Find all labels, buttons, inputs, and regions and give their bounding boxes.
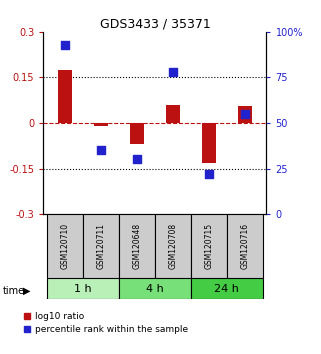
FancyBboxPatch shape bbox=[47, 278, 119, 299]
Text: ▶: ▶ bbox=[23, 286, 30, 296]
Text: GSM120711: GSM120711 bbox=[96, 223, 105, 269]
Text: GSM120708: GSM120708 bbox=[169, 223, 178, 269]
Text: GSM120716: GSM120716 bbox=[240, 223, 249, 269]
Point bbox=[170, 69, 176, 75]
FancyBboxPatch shape bbox=[47, 214, 83, 278]
Point bbox=[242, 111, 247, 117]
Text: GSM120648: GSM120648 bbox=[132, 223, 141, 269]
Text: 1 h: 1 h bbox=[74, 284, 92, 293]
Point bbox=[98, 148, 103, 153]
Bar bbox=[58, 70, 72, 123]
FancyBboxPatch shape bbox=[119, 214, 155, 278]
FancyBboxPatch shape bbox=[83, 214, 119, 278]
Legend: log10 ratio, percentile rank within the sample: log10 ratio, percentile rank within the … bbox=[24, 313, 188, 334]
Point bbox=[134, 156, 139, 162]
FancyBboxPatch shape bbox=[155, 214, 191, 278]
FancyBboxPatch shape bbox=[119, 278, 191, 299]
Text: 4 h: 4 h bbox=[146, 284, 164, 293]
Text: 24 h: 24 h bbox=[214, 284, 239, 293]
Bar bbox=[202, 123, 216, 162]
Bar bbox=[238, 106, 252, 123]
Bar bbox=[94, 123, 108, 126]
Text: GSM120715: GSM120715 bbox=[204, 223, 213, 269]
FancyBboxPatch shape bbox=[191, 278, 263, 299]
Bar bbox=[130, 123, 144, 144]
Point bbox=[206, 171, 212, 177]
Title: GDS3433 / 35371: GDS3433 / 35371 bbox=[100, 18, 210, 31]
FancyBboxPatch shape bbox=[227, 214, 263, 278]
Text: time: time bbox=[3, 286, 25, 296]
FancyBboxPatch shape bbox=[191, 214, 227, 278]
Bar bbox=[166, 105, 180, 123]
Point bbox=[62, 42, 67, 47]
Text: GSM120710: GSM120710 bbox=[60, 223, 69, 269]
